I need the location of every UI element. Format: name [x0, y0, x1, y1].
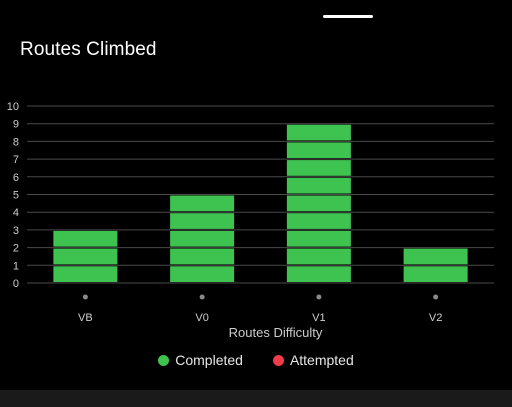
- y-tick-label: 2: [13, 243, 19, 255]
- x-tick-dot: [316, 294, 322, 300]
- bar-unit-vb: [53, 230, 118, 247]
- bar-unit-v0: [170, 213, 235, 229]
- bar-unit-v0: [170, 195, 235, 212]
- drag-handle[interactable]: [323, 15, 373, 18]
- bar-unit-v2: [403, 248, 468, 265]
- bar-unit-v0: [170, 248, 235, 265]
- bar-unit-v1: [286, 177, 351, 194]
- y-tick-label: 7: [13, 154, 19, 166]
- bar-unit-v0: [170, 266, 235, 282]
- bar-unit-v1: [286, 195, 351, 212]
- bar-unit-vb: [53, 266, 118, 282]
- x-tick-label: V2: [429, 312, 442, 324]
- bar-unit-v1: [286, 160, 351, 176]
- y-tick-label: 0: [13, 278, 19, 290]
- bar-unit-v1: [286, 266, 351, 282]
- y-tick-label: 4: [13, 207, 19, 219]
- x-tick-dot: [433, 294, 439, 300]
- bar-unit-v1: [286, 230, 351, 247]
- routes-bar-chart: 0 1 2 3 4 5 6 7 8 9 10 VB V0 V1 V2 Routes Difficulty: [7, 101, 494, 340]
- y-tick-label: 8: [13, 136, 19, 148]
- chart-legend: Completed Attempted: [0, 352, 512, 368]
- x-tick-dot: [199, 294, 205, 300]
- legend-item-completed[interactable]: Completed: [158, 352, 243, 368]
- bar-unit-v1: [286, 213, 351, 229]
- y-tick-label: 5: [13, 190, 19, 202]
- bar-unit-v1: [286, 248, 351, 265]
- x-tick-label: VB: [78, 312, 93, 324]
- bar-unit-vb: [53, 248, 118, 265]
- x-tick-dot: [82, 294, 88, 300]
- bar-unit-v2: [403, 266, 468, 282]
- y-tick-label: 10: [7, 101, 19, 113]
- x-axis-title: Routes Difficulty: [229, 325, 323, 340]
- x-tick-label: V1: [312, 312, 325, 324]
- y-tick-label: 6: [13, 172, 19, 184]
- attempted-dot-icon: [272, 354, 284, 366]
- bar-unit-v1: [286, 124, 351, 141]
- completed-dot-icon: [158, 354, 170, 366]
- y-tick-label: 1: [13, 260, 19, 272]
- chart-title: Routes Climbed: [20, 39, 157, 60]
- bar-unit-v0: [170, 230, 235, 247]
- legend-item-attempted[interactable]: Attempted: [272, 352, 354, 368]
- legend-label-completed: Completed: [175, 352, 243, 368]
- bottom-bar: [0, 390, 512, 407]
- legend-label-attempted: Attempted: [289, 352, 354, 368]
- y-tick-label: 3: [13, 225, 19, 237]
- x-tick-label: V0: [195, 312, 208, 324]
- bar-unit-v1: [286, 142, 351, 159]
- y-tick-label: 9: [13, 119, 19, 131]
